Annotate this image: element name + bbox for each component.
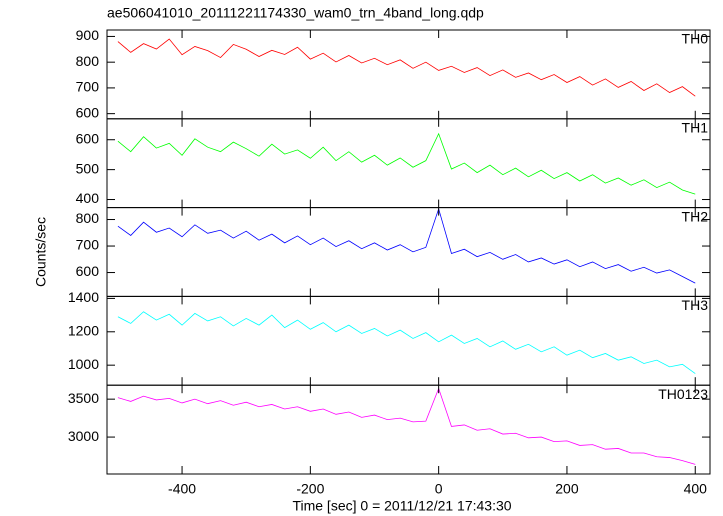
y-tick-label: 500	[76, 160, 100, 176]
panel-frame	[106, 384, 711, 475]
chart-title: ae506041010_20111221174330_wam0_trn_4ban…	[107, 5, 484, 21]
y-tick-label: 1000	[68, 356, 99, 372]
y-tick-label: 3000	[68, 428, 99, 444]
y-tick-label: 600	[76, 104, 100, 120]
x-axis-label: Time [sec] 0 = 2011/12/21 17:43:30	[292, 498, 511, 514]
y-tick-label: 3500	[68, 390, 99, 406]
data-line	[117, 38, 696, 97]
x-tick-label: 0	[435, 481, 443, 497]
y-tick-label: 600	[76, 263, 100, 279]
y-tick-label: 1200	[68, 322, 99, 338]
panel-frame	[106, 29, 711, 120]
y-tick-label: 1400	[68, 289, 99, 305]
panel-frame	[106, 118, 711, 209]
y-tick-label: 900	[76, 27, 100, 43]
y-tick-label: 800	[76, 210, 100, 226]
data-line	[117, 311, 696, 374]
y-tick-label: 400	[76, 190, 100, 206]
panel-label: TH2	[682, 208, 709, 224]
x-tick-label: -200	[296, 481, 324, 497]
panel-label: TH0123	[658, 386, 708, 402]
x-tick-label: -400	[168, 481, 196, 497]
data-line	[117, 387, 696, 465]
y-tick-label: 600	[76, 130, 100, 146]
panel-frame	[106, 207, 711, 297]
x-tick-label: 400	[684, 481, 708, 497]
panel-label: TH0	[682, 31, 709, 47]
data-line	[117, 207, 696, 284]
data-line	[117, 132, 696, 195]
x-tick-label: 200	[555, 481, 579, 497]
y-tick-label: 700	[76, 237, 100, 253]
y-tick-label: 700	[76, 79, 100, 95]
panel-label: TH3	[682, 297, 709, 313]
panel-frame	[106, 295, 711, 386]
panel-label: TH1	[682, 120, 709, 136]
y-tick-label: 800	[76, 53, 100, 69]
y-axis-label: Counts/sec	[33, 217, 49, 287]
